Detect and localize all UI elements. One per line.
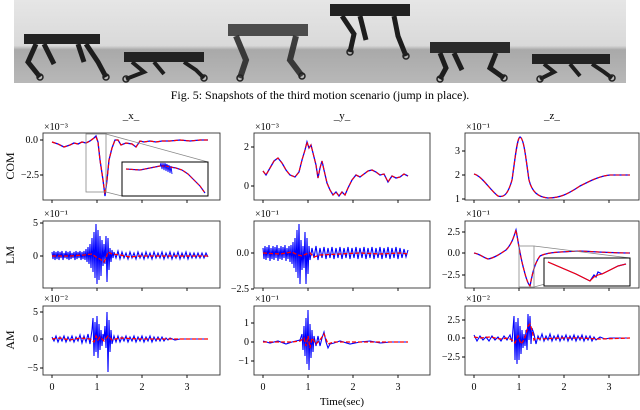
inset-lm-z (543, 257, 631, 287)
svg-text:−2.5: −2.5 (21, 170, 39, 181)
svg-text:×10⁻¹: ×10⁻¹ (44, 209, 68, 220)
svg-text:3: 3 (607, 382, 612, 393)
svg-text:1: 1 (455, 194, 460, 205)
svg-text:0: 0 (244, 337, 249, 348)
svg-text:−2.5: −2.5 (231, 284, 249, 295)
svg-text:−2.5: −2.5 (442, 352, 460, 363)
row-label-am: AM (3, 330, 17, 350)
svg-text:×10⁻²: ×10⁻² (44, 294, 68, 305)
plot-lm-x: ×10⁻¹ 5 0 (33, 209, 221, 291)
inset-com-x (121, 161, 209, 197)
snapshot-2 (116, 0, 218, 83)
svg-text:−1: −1 (238, 356, 249, 367)
figure-caption: Fig. 5: Snapshots of the third motion sc… (170, 88, 470, 102)
svg-text:0: 0 (50, 382, 55, 393)
svg-text:0: 0 (33, 334, 38, 345)
snapshot-3 (218, 0, 320, 83)
svg-text:×10⁻³: ×10⁻³ (255, 122, 279, 133)
x-axis-label: Time(sec) (320, 396, 365, 408)
column-title-z: _z_ (543, 110, 560, 122)
robot-snapshot-strip (14, 0, 626, 83)
svg-text:5: 5 (33, 307, 38, 318)
svg-text:3: 3 (185, 382, 190, 393)
svg-text:2.5: 2.5 (448, 227, 461, 238)
svg-text:5: 5 (33, 218, 38, 229)
plot-lm-z: ×10⁻¹ 2.5 0.0 −2.5 (442, 209, 640, 291)
svg-text:2: 2 (140, 382, 145, 393)
svg-text:2: 2 (562, 382, 567, 393)
svg-text:0.0: 0.0 (237, 248, 250, 259)
svg-text:2: 2 (244, 142, 249, 153)
svg-text:×10⁻¹: ×10⁻¹ (466, 122, 490, 133)
svg-text:2: 2 (455, 170, 460, 181)
plot-am-z: ×10⁻² 2.5 0.0 −2.5 0 1 2 3 (442, 294, 640, 393)
svg-text:−5: −5 (27, 363, 38, 374)
svg-text:0.0: 0.0 (448, 333, 461, 344)
plot-com-x: ×10⁻³ 0.0 −2.5 (21, 122, 221, 203)
row-label-lm: LM (3, 246, 17, 264)
plot-am-y: ×10⁻¹ 1 0 −1 0 1 2 3 Time(sec) (238, 294, 431, 408)
plot-am-x: ×10⁻² 5 0 −5 0 1 2 3 (27, 294, 221, 393)
svg-text:0: 0 (261, 382, 266, 393)
snapshot-1 (14, 0, 116, 83)
svg-text:×10⁻¹: ×10⁻¹ (255, 294, 279, 305)
plot-lm-y: ×10⁻¹ 0.0 −2.5 (231, 209, 431, 295)
svg-text:0.0: 0.0 (26, 135, 39, 146)
svg-text:1: 1 (95, 382, 100, 393)
svg-text:1: 1 (244, 318, 249, 329)
plot-com-y: ×10⁻³ 2 0 (244, 122, 431, 203)
svg-text:3: 3 (396, 382, 401, 393)
svg-text:1: 1 (306, 382, 311, 393)
scale-label: ×10⁻³ (44, 122, 68, 133)
column-title-y: _y_ (333, 110, 351, 122)
svg-text:2.5: 2.5 (448, 315, 461, 326)
svg-text:−2.5: −2.5 (442, 270, 460, 281)
column-title-x: _x_ (122, 110, 140, 122)
snapshot-5 (422, 0, 524, 83)
plot-com-z: ×10⁻¹ 3 2 1 (455, 122, 640, 205)
svg-text:×10⁻²: ×10⁻² (466, 294, 490, 305)
svg-text:×10⁻¹: ×10⁻¹ (255, 209, 279, 220)
svg-text:1: 1 (517, 382, 522, 393)
svg-text:0: 0 (244, 181, 249, 192)
row-label-com: COM (3, 152, 17, 180)
svg-text:2: 2 (351, 382, 356, 393)
svg-text:0: 0 (472, 382, 477, 393)
svg-text:0.0: 0.0 (448, 248, 461, 259)
svg-text:0: 0 (33, 251, 38, 262)
snapshot-6 (524, 0, 626, 83)
svg-text:×10⁻¹: ×10⁻¹ (466, 209, 490, 220)
svg-text:3: 3 (455, 146, 460, 157)
snapshot-4 (320, 0, 422, 83)
